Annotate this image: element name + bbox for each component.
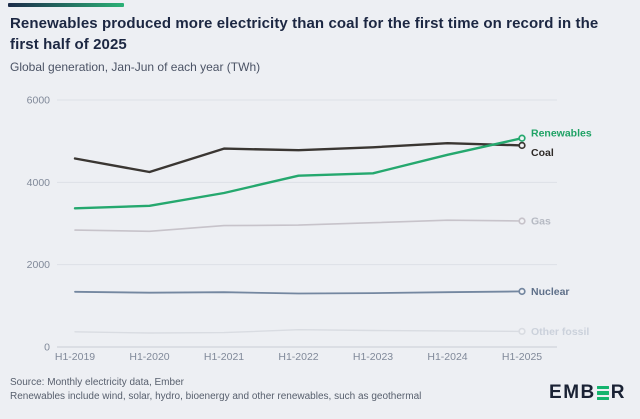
ember-logo: EMB R xyxy=(549,382,626,404)
series-label-coal: Coal xyxy=(531,147,554,159)
series-label-nuclear: Nuclear xyxy=(531,286,570,298)
chart-subtitle: Global generation, Jan-Jun of each year … xyxy=(10,60,261,74)
series-end-marker xyxy=(518,327,526,336)
accent-bar xyxy=(8,3,124,7)
source-note: Source: Monthly electricity data, Ember … xyxy=(10,376,530,404)
source-line-2: Renewables include wind, solar, hydro, b… xyxy=(10,391,422,402)
x-tick-label: H1-2023 xyxy=(353,351,393,363)
y-tick-label: 6000 xyxy=(27,95,51,107)
x-tick-label: H1-2022 xyxy=(278,351,318,363)
series-line-nuclear xyxy=(74,290,523,295)
triple-bar-e-icon xyxy=(596,386,609,400)
y-tick-label: 4000 xyxy=(27,177,51,189)
series-line-coal xyxy=(73,142,524,174)
y-tick-label: 0 xyxy=(44,342,50,354)
source-line-1: Source: Monthly electricity data, Ember xyxy=(10,377,184,388)
chart-title: Renewables produced more electricity tha… xyxy=(10,15,599,53)
ember-logo-text-post: R xyxy=(610,382,626,403)
x-tick-label: H1-2020 xyxy=(129,351,169,363)
y-tick-label: 2000 xyxy=(27,259,51,271)
ember-logo-text-pre: EMB xyxy=(549,382,596,403)
series-end-marker xyxy=(518,217,526,225)
line-chart: 0 2000 4000 6000 H1-2019 H1-2020 H1-2021 H1-202… xyxy=(27,95,592,364)
series-label-renewables: Renewables xyxy=(531,128,592,140)
x-tick-label: H1-2025 xyxy=(502,351,542,363)
x-tick-label: H1-2021 xyxy=(204,351,244,363)
plot-area: 0 2000 4000 6000 H1-2019 H1-2020 H1-2021 H1-202… xyxy=(0,88,640,366)
series-label-other-fossil: Other fossil xyxy=(531,326,589,338)
series-line-gas xyxy=(74,219,523,233)
series-label-gas: Gas xyxy=(531,216,551,228)
series-end-marker xyxy=(518,287,526,296)
series-line-renewables xyxy=(73,137,524,210)
series-end-marker xyxy=(518,134,526,142)
x-tick-label: H1-2019 xyxy=(55,351,95,363)
series-line-other-fossil xyxy=(74,328,523,334)
series-end-marker xyxy=(518,141,526,150)
x-tick-label: H1-2024 xyxy=(427,351,467,363)
